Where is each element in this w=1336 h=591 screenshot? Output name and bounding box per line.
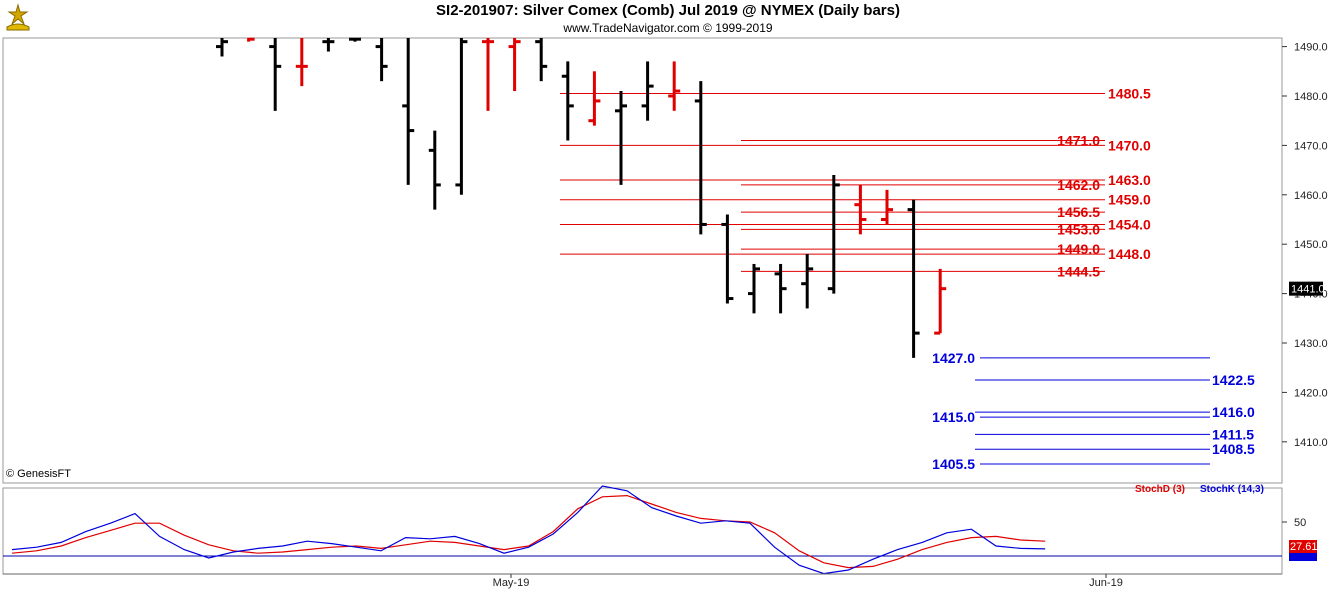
price-bar — [295, 38, 308, 87]
price-bar — [428, 130, 441, 210]
level-label: 1405.5 — [932, 456, 975, 472]
y-tick-label: 1460.0 — [1294, 190, 1328, 202]
level-label: 1470.0 — [1108, 137, 1151, 153]
level-label: 1411.5 — [1212, 426, 1254, 442]
price-bar — [455, 38, 468, 195]
legend-entry: StochD (3) — [1135, 484, 1185, 495]
price-bar — [247, 37, 255, 42]
data-provider-credit: © GenesisFT — [6, 468, 71, 480]
price-bar — [535, 38, 548, 82]
level-label: 1427.0 — [932, 350, 975, 366]
trade-navigator-logo-icon — [6, 3, 30, 31]
level-label: 1459.0 — [1108, 192, 1151, 208]
level-label: 1422.5 — [1212, 372, 1255, 388]
price-bar — [322, 38, 335, 52]
level-label: 1453.0 — [1057, 221, 1100, 237]
level-label: 1462.0 — [1057, 177, 1100, 193]
stochastic-line — [11, 494, 1046, 569]
chart-subtitle: www.TradeNavigator.com © 1999-2019 — [563, 21, 773, 35]
chart-title: SI2-201907: Silver Comex (Comb) Jul 2019… — [436, 2, 900, 19]
price-bar — [907, 199, 920, 358]
price-bar — [641, 61, 654, 121]
last-price-box — [1289, 281, 1323, 296]
price-bar — [934, 268, 947, 335]
y-tick-label: 1450.0 — [1294, 239, 1328, 251]
level-label: 1444.5 — [1057, 263, 1100, 279]
price-bar — [269, 38, 282, 111]
last-price-label: 1441.0 — [1291, 284, 1325, 296]
indicator-last-value-swatch — [1289, 553, 1317, 561]
price-bar — [668, 61, 681, 111]
level-label: 1463.0 — [1108, 172, 1151, 188]
price-bar — [508, 38, 521, 92]
level-label: 1448.0 — [1108, 246, 1151, 262]
x-tick-label: May-19 — [493, 577, 530, 589]
indicator-last-value-box — [1289, 540, 1317, 553]
legend-entry: StochK (14,3) — [1200, 484, 1264, 495]
stochastic-lines — [11, 485, 1046, 575]
y-tick-label: 1430.0 — [1294, 338, 1328, 350]
level-label: 1408.5 — [1212, 441, 1255, 457]
y-tick-label: 1420.0 — [1294, 387, 1328, 399]
price-bar — [801, 254, 814, 309]
level-label: 1471.0 — [1057, 132, 1100, 148]
indicator-tick-label: 50 — [1294, 517, 1306, 529]
y-tick-label: 1470.0 — [1294, 140, 1328, 152]
price-levels: 1480.5 1471.0 1470.0 1463.0 1462.0 1459.0 1456… — [560, 86, 1255, 472]
date-x-axis: May-19 Jun-19 — [3, 573, 1282, 589]
price-bar — [216, 38, 228, 57]
y-tick-label: 1490.0 — [1294, 42, 1328, 54]
level-label: 1454.0 — [1108, 216, 1151, 232]
level-label: 1416.0 — [1212, 404, 1255, 420]
price-bar — [694, 81, 707, 235]
price-bar — [774, 263, 787, 314]
price-bar — [827, 175, 840, 294]
price-panel-border — [2, 37, 1283, 484]
price-panel-frame — [2, 37, 1283, 484]
price-y-axis: 1410.01420.01430.01440.01450.01460.01470… — [1282, 42, 1328, 449]
level-label: 1456.5 — [1057, 204, 1100, 220]
indicator-last-value: 27.61 — [1290, 541, 1318, 553]
indicator-legend: StochD (3) StochK (14,3) — [1135, 484, 1264, 495]
y-tick-label: 1410.0 — [1294, 437, 1328, 449]
x-tick-label: Jun-19 — [1089, 577, 1123, 589]
indicator-panel-frame: 50 27.61 — [2, 487, 1318, 575]
price-bar — [349, 37, 361, 42]
y-tick-label: 1480.0 — [1294, 91, 1328, 103]
price-bar — [375, 38, 388, 82]
level-label: 1480.5 — [1108, 86, 1151, 102]
price-bar — [561, 61, 574, 141]
price-bar — [588, 71, 601, 126]
price-bar — [881, 189, 893, 225]
level-label: 1415.0 — [932, 409, 975, 425]
level-label: 1449.0 — [1057, 241, 1100, 257]
price-bar — [721, 214, 734, 304]
stochastic-line — [11, 485, 1046, 575]
price-bar — [402, 38, 415, 185]
price-bars — [216, 37, 947, 358]
price-bar — [482, 38, 494, 111]
price-bar — [854, 184, 867, 235]
price-bar — [615, 91, 627, 185]
price-bar — [748, 263, 760, 314]
